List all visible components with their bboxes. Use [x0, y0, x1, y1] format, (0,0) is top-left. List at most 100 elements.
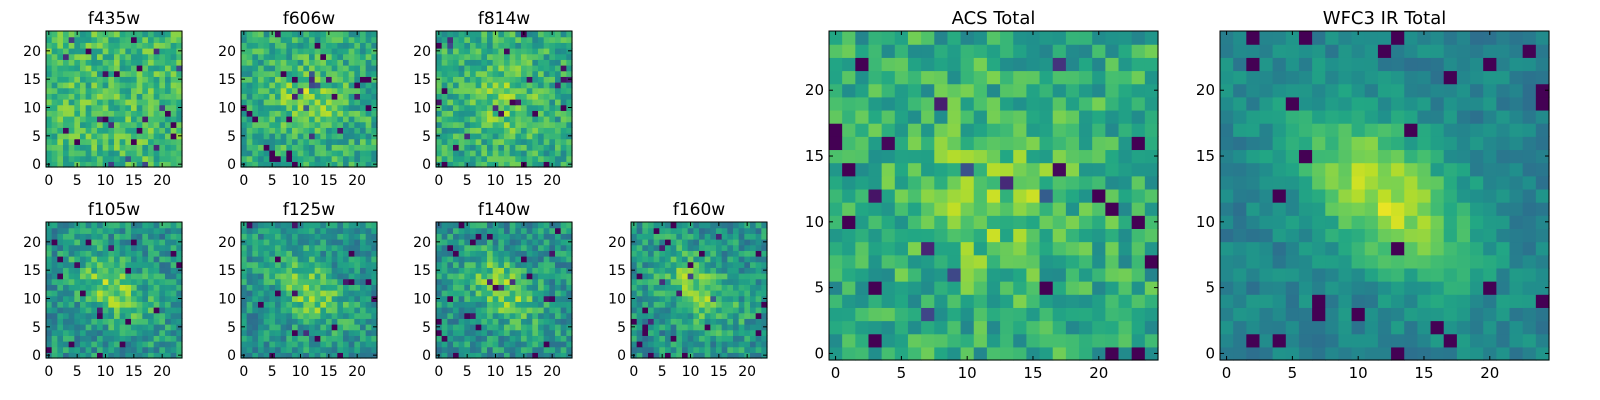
heatmap-cell	[907, 333, 922, 348]
heatmap-cell	[543, 53, 550, 60]
heatmap-cell	[447, 261, 454, 268]
heatmap-cell	[275, 53, 282, 60]
heatmap-cell	[653, 261, 660, 268]
heatmap-cell	[521, 70, 528, 77]
heatmap-cell	[131, 36, 138, 43]
heatmap-cell	[343, 70, 350, 77]
heatmap-cell	[309, 70, 316, 77]
heatmap-cell	[509, 295, 516, 302]
heatmap-cell	[436, 261, 443, 268]
heatmap-cell	[176, 121, 183, 128]
heatmap-cell	[80, 312, 87, 319]
heatmap-cell	[555, 329, 562, 336]
heatmap-cell	[521, 346, 528, 353]
heatmap-cell	[46, 116, 53, 123]
y-tick-label: 0	[227, 348, 236, 364]
heatmap-cell	[331, 324, 338, 331]
heatmap-cell	[125, 341, 132, 348]
heatmap-cell	[331, 42, 338, 49]
heatmap-cell	[481, 341, 488, 348]
heatmap-cell	[532, 301, 539, 308]
heatmap-cell	[441, 42, 448, 49]
heatmap-cell	[868, 96, 883, 111]
heatmap-cell	[280, 312, 287, 319]
heatmap-cell	[453, 70, 460, 77]
heatmap-cell	[515, 267, 522, 274]
heatmap-cell	[320, 104, 327, 111]
heatmap-cell	[80, 318, 87, 325]
heatmap-cell	[631, 341, 638, 348]
heatmap-cell	[549, 59, 556, 66]
heatmap-cell	[314, 227, 321, 234]
heatmap-cell	[665, 278, 672, 285]
heatmap-cell	[63, 256, 70, 263]
heatmap-cell	[453, 65, 460, 72]
heatmap-cell	[492, 329, 499, 336]
heatmap-cell	[699, 267, 706, 274]
heatmap-cell	[297, 341, 304, 348]
heatmap-cell	[365, 116, 372, 123]
heatmap-cell	[492, 239, 499, 246]
heatmap-cell	[269, 341, 276, 348]
heatmap-cell	[153, 244, 160, 251]
heatmap-cell	[348, 65, 355, 72]
heatmap-cell	[360, 82, 367, 89]
heatmap-cell	[894, 57, 909, 72]
heatmap-cell	[1013, 162, 1027, 177]
heatmap-cell	[453, 341, 460, 348]
heatmap-cell	[721, 312, 728, 319]
heatmap-cell	[142, 104, 149, 111]
heatmap-cell	[470, 222, 477, 229]
heatmap-cell	[343, 31, 350, 38]
heatmap-cell	[365, 267, 372, 274]
heatmap-cell	[365, 324, 372, 331]
heatmap-cell	[159, 307, 166, 314]
heatmap-cell	[258, 87, 265, 94]
heatmap-cell	[744, 278, 751, 285]
heatmap-cell	[509, 138, 516, 145]
heatmap-cell	[258, 273, 265, 280]
heatmap-cell	[441, 290, 448, 297]
heatmap-cell	[136, 110, 143, 117]
heatmap-cell	[682, 295, 689, 302]
heatmap-cell	[470, 133, 477, 140]
heatmap-cell	[682, 256, 689, 263]
heatmap-cell	[102, 48, 109, 55]
heatmap-cell	[170, 116, 177, 123]
heatmap-cell	[532, 341, 539, 348]
heatmap-cell	[314, 76, 321, 83]
heatmap-cell	[269, 261, 276, 268]
heatmap-cell	[63, 133, 70, 140]
heatmap-cell	[343, 161, 350, 168]
y-tick-label: 5	[422, 320, 431, 336]
heatmap-cell	[560, 307, 567, 314]
heatmap-cell	[309, 65, 316, 72]
heatmap-cell	[470, 93, 477, 100]
heatmap-cell	[1079, 215, 1093, 229]
heatmap-cell	[314, 261, 321, 268]
heatmap-cell	[447, 250, 454, 257]
heatmap-cell	[907, 267, 922, 282]
heatmap-cell	[63, 244, 70, 251]
heatmap-cell	[441, 295, 448, 302]
heatmap-cell	[453, 295, 460, 302]
heatmap-cell	[57, 138, 64, 145]
heatmap-cell	[750, 352, 757, 359]
heatmap-cell	[687, 290, 694, 297]
heatmap-cell	[108, 295, 115, 302]
heatmap-cell	[57, 104, 64, 111]
heatmap-cell	[314, 116, 321, 123]
heatmap-cell	[543, 312, 550, 319]
heatmap-cell	[354, 301, 361, 308]
heatmap-cell	[492, 104, 499, 111]
heatmap-cell	[142, 144, 149, 151]
heatmap-cell	[1246, 320, 1261, 335]
heatmap-cell	[755, 312, 762, 319]
heatmap-cell	[699, 244, 706, 251]
heatmap-cell	[57, 239, 64, 246]
heatmap-cell	[986, 175, 1001, 190]
heatmap-cell	[354, 70, 361, 77]
heatmap-cell	[280, 335, 287, 342]
heatmap-cell	[543, 324, 550, 331]
